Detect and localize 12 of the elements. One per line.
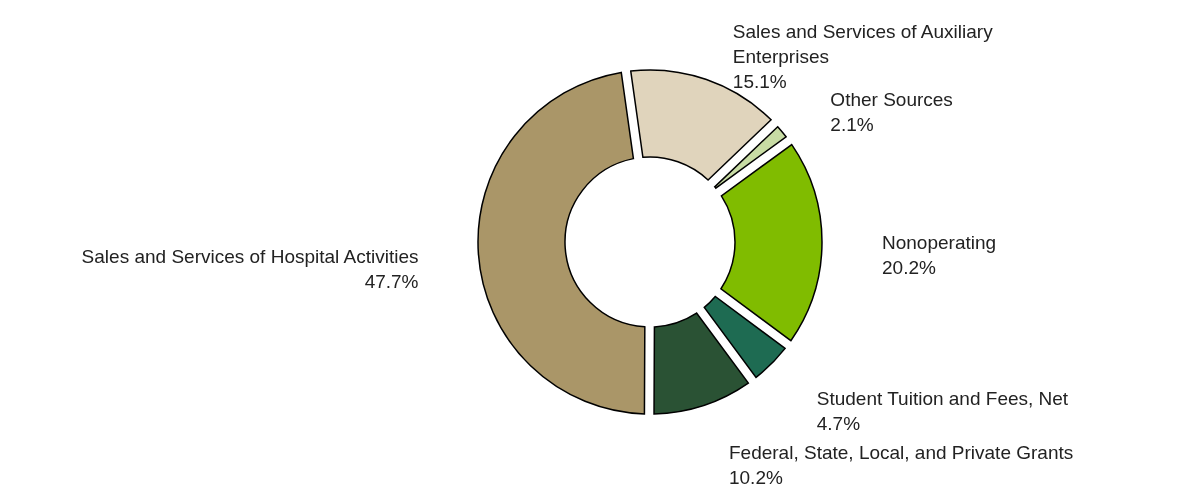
data-label: 4.7% xyxy=(816,413,861,435)
slice-label: Federal, State, Local, and Private Grants xyxy=(728,442,1074,464)
slice-label: Sales and Services of Auxiliary Enterprises xyxy=(732,21,994,68)
data-label: 10.2% xyxy=(728,467,783,489)
data-label: 47.7% xyxy=(364,271,419,293)
slice-label: Sales and Services of Hospital Activities xyxy=(81,246,419,268)
data-label: 20.2% xyxy=(882,257,936,278)
slice-label: Student Tuition and Fees, Net xyxy=(816,388,1069,410)
slice-label: Other Sources xyxy=(830,88,953,110)
data-label: 15.1% xyxy=(732,71,787,93)
data-label: 2.1% xyxy=(830,113,874,135)
slice-label: Nonoperating xyxy=(882,232,997,253)
